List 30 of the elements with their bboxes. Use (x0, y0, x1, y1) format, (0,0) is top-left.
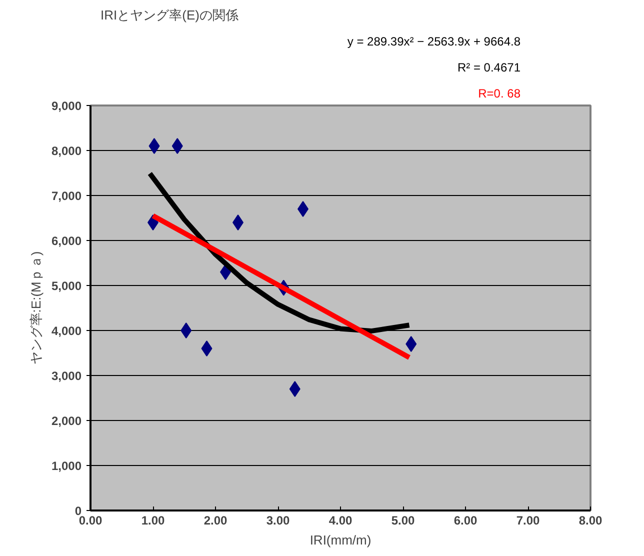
point (406, 336, 417, 352)
chart-title: IRIとヤング率(E)の関係 (100, 8, 238, 22)
y-tick-label: 9,000 (51, 99, 82, 113)
x-tick-label: 2.00 (204, 514, 228, 528)
y-tick-label: 3,000 (51, 369, 82, 383)
x-tick-label: 1.00 (141, 514, 166, 528)
x-tick-label: 5.00 (391, 514, 416, 528)
y-tick-label: 5,000 (51, 279, 82, 293)
point (180, 322, 192, 338)
y-tick-label: 6,000 (51, 234, 82, 248)
x-tick-label: 8.00 (578, 514, 603, 528)
x-tick-label: 6.00 (454, 514, 478, 528)
y-tick-label: 4,000 (51, 324, 82, 338)
point (289, 381, 300, 397)
point (148, 138, 160, 154)
text: R=0. 68 (478, 86, 521, 100)
y-tick-label: 2,000 (51, 414, 82, 428)
point (172, 138, 183, 154)
y-tick-label: 7,000 (51, 189, 82, 203)
x-tick-label: 0.00 (78, 514, 103, 528)
x-tick-label: 7.00 (516, 514, 540, 528)
text: R² = 0.4671 (457, 60, 521, 74)
x-tick-label: 3.00 (266, 514, 290, 528)
text: y = 289.39x² − 2563.9x + 9664.8 (347, 34, 521, 48)
x-axis-title: IRI(mm/m) (310, 532, 372, 548)
point (201, 340, 212, 356)
y-tick-label: 1,000 (51, 459, 82, 473)
x-tick-label: 4.00 (328, 514, 353, 528)
y-axis-title: ヤング率:E:(Mｐａ) (28, 251, 44, 365)
y-tick-label: 8,000 (51, 144, 82, 158)
